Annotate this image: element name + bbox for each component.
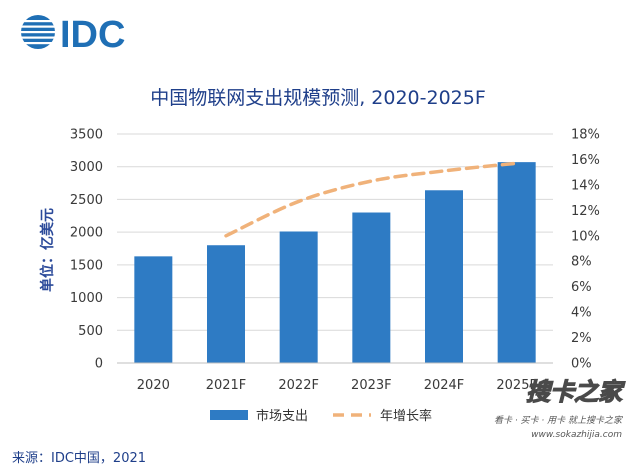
- idc-logo: IDC: [20, 14, 125, 56]
- bar: [425, 190, 463, 363]
- y2-tick-label: 18%: [571, 128, 600, 143]
- y2-tick-label: 14%: [571, 178, 600, 193]
- bar: [134, 256, 173, 363]
- bar: [207, 245, 245, 363]
- legend-bar-swatch: [210, 410, 248, 420]
- y-tick-label: 2000: [70, 226, 103, 241]
- watermark-url: www.sokazhijia.com: [531, 430, 622, 440]
- source-note: 来源：IDC中国，2021: [12, 451, 146, 466]
- y-axis-left: 0 500 1000 1500 2000 2500 3000 3500: [70, 128, 103, 372]
- gridlines: [117, 133, 553, 364]
- y2-tick-label: 16%: [571, 153, 600, 168]
- y-tick-label: 1000: [70, 291, 103, 306]
- y-tick-label: 2500: [70, 193, 103, 208]
- x-tick-label: 2020: [137, 378, 170, 393]
- y2-tick-label: 12%: [571, 204, 600, 219]
- bar: [352, 212, 391, 363]
- y-tick-label: 0: [95, 357, 103, 372]
- logo-text: IDC: [60, 14, 125, 56]
- y-tick-label: 3000: [70, 160, 103, 175]
- x-tick-label: 2021F: [206, 378, 247, 393]
- y-tick-label: 3500: [70, 128, 103, 143]
- y-tick-label: 1500: [70, 258, 103, 273]
- y2-tick-label: 6%: [571, 280, 592, 295]
- y-axis-right: 0% 2% 4% 6% 8% 10% 12% 14% 16% 18%: [571, 128, 600, 372]
- watermark-tagline: 看卡 · 买卡 · 用卡 就上搜卡之家: [494, 415, 623, 426]
- watermark-main: 搜卡之家: [526, 377, 626, 406]
- x-tick-label: 2025F: [496, 378, 537, 393]
- globe-icon: [20, 15, 56, 49]
- x-axis: 2020 2021F 2022F 2023F 2024F 2025F: [117, 362, 553, 393]
- y2-tick-label: 0%: [571, 357, 592, 372]
- y-tick-label: 500: [78, 324, 103, 339]
- bar: [279, 231, 318, 363]
- y-axis-label: 单位：亿美元: [39, 208, 56, 292]
- legend-bar-label: 市场支出: [256, 408, 308, 424]
- y2-tick-label: 10%: [571, 229, 600, 244]
- watermark: 搜卡之家 看卡 · 买卡 · 用卡 就上搜卡之家 www.sokazhijia.…: [494, 376, 627, 440]
- chart-title: 中国物联网支出规模预测, 2020-2025F: [150, 87, 486, 109]
- x-tick-label: 2023F: [351, 378, 392, 393]
- growth-rate-line: [224, 161, 519, 238]
- legend-line-label: 年增长率: [380, 408, 432, 424]
- y2-tick-label: 4%: [571, 306, 592, 321]
- legend: 市场支出 年增长率: [210, 408, 432, 424]
- bar: [497, 162, 536, 363]
- y2-tick-label: 8%: [571, 255, 592, 270]
- y2-tick-label: 2%: [571, 331, 592, 346]
- bar-series: [134, 162, 536, 363]
- x-tick-label: 2022F: [278, 378, 319, 393]
- x-tick-label: 2024F: [424, 378, 465, 393]
